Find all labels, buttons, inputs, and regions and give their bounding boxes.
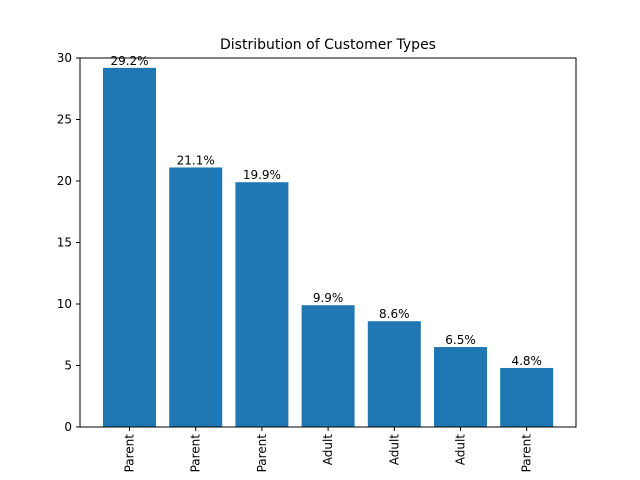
bar-value-label: 21.1% <box>177 153 215 167</box>
y-tick-label: 0 <box>64 420 72 434</box>
plot-frame <box>79 57 577 428</box>
x-tick-label: Parent <box>255 434 269 473</box>
bar <box>500 367 554 427</box>
bar <box>235 182 289 427</box>
y-tick-label: 10 <box>57 297 72 311</box>
bar <box>367 321 421 427</box>
y-axis: 0 5 10 15 20 25 30 <box>57 51 80 434</box>
x-tick-label: Adult <box>387 434 401 466</box>
chart-title: Distribution of Customer Types <box>220 37 436 53</box>
x-tick-label: Parent <box>520 434 534 473</box>
bar-value-label: 4.8% <box>511 354 542 368</box>
bar <box>103 67 156 427</box>
bar-value-label: 19.9% <box>243 168 281 182</box>
bar-value-label: 8.6% <box>379 307 410 321</box>
x-tick-label: Parent <box>123 434 137 473</box>
y-tick-label: 25 <box>57 113 72 127</box>
value-labels-group: 29.2% 21.1% 19.9% 9.9% 8.6% 6.5% 4.8% <box>110 54 542 368</box>
x-tick-label: Adult <box>454 434 468 466</box>
x-axis: Parent Parent Parent Adult Adult Adult Parent <box>123 427 534 472</box>
bar <box>301 305 355 427</box>
bar-value-label: 29.2% <box>110 54 148 68</box>
bars-group <box>103 67 554 427</box>
bar-value-label: 9.9% <box>313 291 344 305</box>
bar <box>434 347 487 427</box>
y-tick-label: 30 <box>57 51 72 65</box>
bar <box>169 167 223 427</box>
y-tick-label: 15 <box>57 236 72 250</box>
y-tick-label: 20 <box>57 174 72 188</box>
x-tick-label: Parent <box>189 434 203 473</box>
bar-value-label: 6.5% <box>445 333 476 347</box>
x-tick-label: Adult <box>321 434 335 466</box>
y-tick-label: 5 <box>64 359 72 373</box>
